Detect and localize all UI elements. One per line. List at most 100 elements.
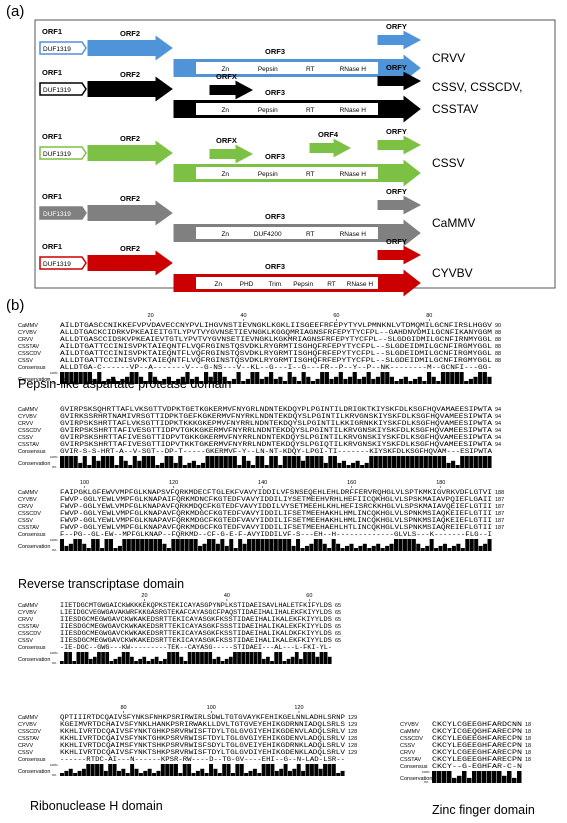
sequence-end: 187 [495, 497, 504, 503]
conservation-bar [303, 652, 307, 664]
conservation-bar [286, 658, 291, 664]
conservation-bar [152, 773, 157, 776]
orfy-arrow [377, 71, 422, 91]
conservation-bar [440, 372, 446, 384]
sequence-name: CSSV [18, 638, 33, 644]
conservation-bar [104, 539, 109, 551]
conservation-bar [413, 378, 418, 384]
conservation-bar [137, 460, 142, 468]
conservation-bar [273, 378, 278, 384]
conservation-bar [452, 777, 457, 783]
conservation-bar [212, 658, 217, 664]
conservation-bar [140, 539, 145, 551]
conservation-bar [83, 372, 88, 384]
conservation-bar [274, 770, 279, 776]
conservation-bar [73, 773, 78, 776]
ruler-label: 40 [240, 313, 246, 319]
orf-label: ORF1 [42, 132, 62, 141]
conservation-bar [451, 460, 456, 468]
domain-label: Pepsin [293, 281, 313, 288]
orf-label: ORFX [216, 72, 237, 81]
domain-title: Reverse transcriptase domain [18, 577, 184, 591]
conservation-bar [260, 539, 265, 551]
conservation-bar [355, 460, 360, 468]
conservation-bar [175, 652, 180, 664]
sequence-end: 88 [495, 337, 501, 343]
orf-label: ORFY [386, 22, 407, 31]
sequence-name: CRVV [18, 421, 34, 427]
sequence-name: CYVBV [18, 722, 37, 728]
conservation-bar [202, 543, 207, 551]
conservation-bar [483, 543, 488, 551]
conservation-bar [166, 376, 172, 384]
conservation-bar [141, 456, 146, 468]
conservation-bar [292, 768, 297, 776]
orfy-arrow [377, 245, 422, 265]
conservation-bar [455, 465, 460, 468]
scale-label: 0% [52, 661, 57, 665]
conservation-bar [95, 764, 100, 776]
conservation-bar [299, 658, 303, 664]
conservation-bar [249, 652, 254, 664]
conservation-bar [305, 764, 310, 776]
conservation-bar [222, 764, 227, 776]
conservation-bar [264, 539, 269, 551]
domain-label: Zn [221, 66, 229, 73]
conservation-bar [282, 661, 287, 664]
conservation-bar [90, 764, 95, 776]
domain-label: RT [306, 107, 315, 114]
conservation-bar [154, 656, 159, 664]
domain-label: Zn [221, 231, 229, 238]
conservation-bar [112, 764, 117, 776]
conservation-bar [78, 372, 83, 384]
conservation-bar [99, 764, 104, 776]
conservation-bar [456, 543, 461, 551]
domain-title: Zinc finger domain [432, 803, 535, 817]
conservation-bar [497, 771, 502, 783]
sequence-end: 90 [495, 323, 501, 329]
domain-label: Zn [221, 171, 229, 178]
conservation-bar [134, 372, 139, 384]
conservation-bar [385, 372, 390, 384]
conservation-bar [220, 661, 225, 664]
conservation-bar [278, 652, 283, 664]
sequence-name: CSSTAV [18, 736, 40, 742]
domain-label: RT [327, 281, 336, 288]
domain-label: RT [306, 231, 315, 238]
sequence-name: CRVV [18, 504, 34, 510]
sequence: CKCYLEGEEGHFARECPN [432, 742, 523, 749]
sequence: LIEIDGCVEGWGAVAKWRFKKGASRGTEKAFCAYASGCFP… [60, 609, 332, 616]
conservation-bar [233, 548, 238, 551]
virus-name: CSSV, CSSCDV, [432, 80, 523, 94]
conservation-bar [482, 771, 487, 783]
domain-label: RNase H [340, 107, 367, 114]
conservation-bar [296, 764, 301, 776]
conservation-bar [273, 539, 278, 551]
conservation-bar [182, 465, 187, 468]
sequence: IIESDGCMEGWGAVCKWKAKEDSRTTEKICAYASGKFSSS… [60, 623, 332, 630]
orfx-arrow [209, 144, 254, 164]
conservation-bar [125, 376, 130, 384]
sequence-end: 65 [335, 638, 341, 644]
conservation-bar [373, 456, 378, 468]
conservation-bar [310, 456, 315, 468]
conservation-bar [175, 539, 180, 551]
conservation-bar [153, 539, 158, 551]
conservation-bar [169, 764, 174, 776]
sequence-name: CYVBV [400, 722, 419, 728]
conservation-bar [108, 539, 113, 551]
orf-label: ORF1 [42, 27, 62, 36]
orf1-box [39, 41, 87, 55]
conservation-bar [288, 770, 292, 776]
sequence: AILDTGATTCCINISVPKTAIEQNTFLVQFRGINSTQSVD… [60, 343, 493, 350]
conservation-bar [366, 372, 371, 384]
conservation-bar [215, 543, 220, 551]
domain-label: DUF4200 [254, 231, 282, 238]
ruler-label: 100 [207, 705, 216, 711]
conservation-bar [422, 381, 427, 384]
sequence: ALLDTGACKCIDRKVPKEAIEITGTLYPVTVYGVNSETIE… [60, 329, 493, 336]
conservation-bar [282, 456, 287, 468]
domain-label: Pepsin [258, 171, 278, 178]
orf-label: ORFX [216, 136, 237, 145]
conservation-bar [84, 652, 89, 664]
